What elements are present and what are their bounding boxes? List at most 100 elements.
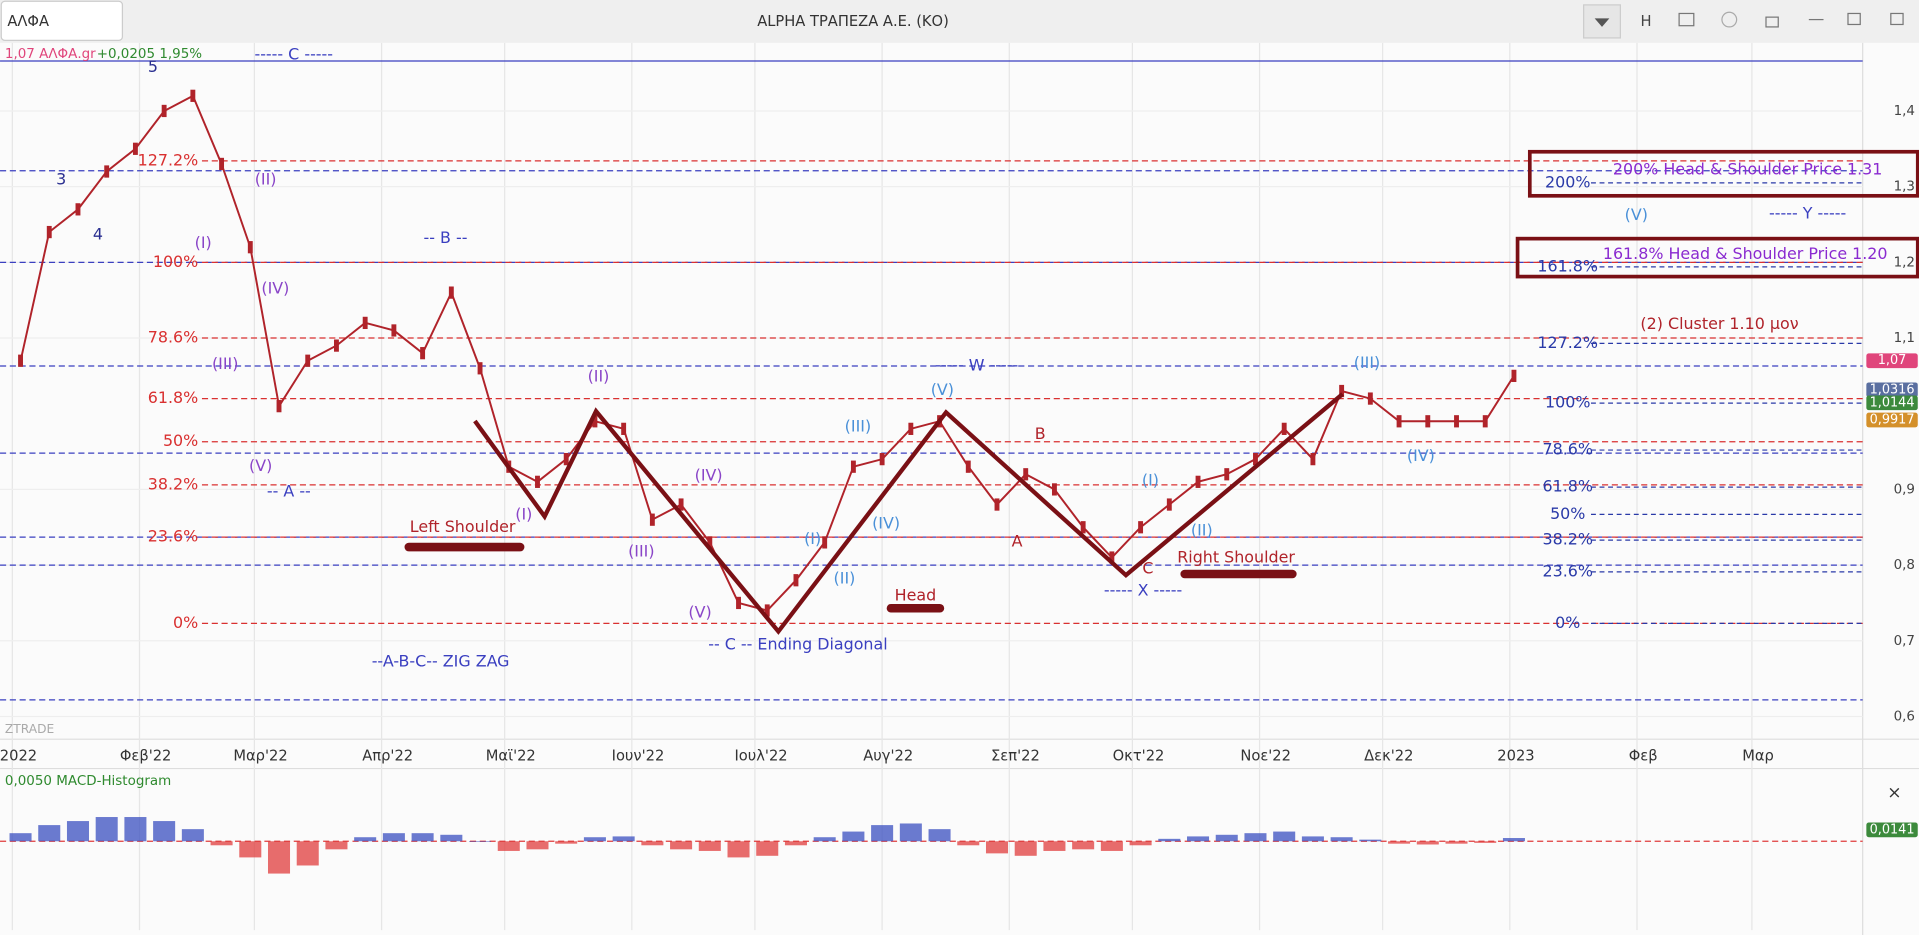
x-tick-label: Δεκ'22 xyxy=(1364,747,1413,764)
price-candle xyxy=(563,453,569,466)
price-candle xyxy=(649,513,655,526)
price-candle xyxy=(1511,369,1517,382)
icon[interactable] xyxy=(1721,11,1738,28)
search-text: ΑΛΦΑ xyxy=(7,13,49,30)
fib-label: 127.2% xyxy=(138,150,199,169)
price-candle xyxy=(161,104,167,118)
price-candle xyxy=(908,422,914,435)
macd-bar xyxy=(1301,836,1324,842)
fib-label: 50% xyxy=(163,431,198,450)
dropdown-arrow xyxy=(1594,18,1610,27)
annotation: (V) xyxy=(249,456,272,475)
price-candle xyxy=(1482,415,1488,428)
macd-bar xyxy=(382,833,405,842)
macd-bar xyxy=(239,841,262,858)
x-tick-label: Ιουλ'22 xyxy=(734,747,787,764)
annotation: (II) xyxy=(255,169,277,188)
price-candle xyxy=(247,241,253,254)
restore[interactable] xyxy=(1890,12,1904,26)
price-candle xyxy=(678,498,684,511)
annotation: B xyxy=(1035,424,1046,443)
price-candle xyxy=(879,453,885,466)
fib-label: 200% xyxy=(1545,172,1590,191)
annotation: 3 xyxy=(56,169,66,188)
macd-bar xyxy=(296,841,319,866)
lock-icon[interactable] xyxy=(1765,16,1779,28)
annotation: (IV) xyxy=(1407,446,1435,465)
price-candle xyxy=(1080,521,1086,534)
x-tick-label: Μαρ'22 xyxy=(233,747,287,764)
annotation: 5 xyxy=(148,57,158,76)
macd-bar xyxy=(756,841,779,856)
price-candle xyxy=(764,604,770,617)
macd-bar xyxy=(612,836,635,842)
y-tick-label: 1,4 xyxy=(1894,104,1915,119)
h-button[interactable]: H xyxy=(1641,13,1652,30)
x-tick-label: Φεβ'22 xyxy=(120,747,172,764)
icon[interactable] xyxy=(1678,12,1695,27)
x-tick-label: Μαϊ'22 xyxy=(486,747,536,764)
macd-bar xyxy=(957,841,980,846)
x-tick-label: 2023 xyxy=(1497,747,1534,764)
x-tick-label: 2022 xyxy=(0,747,37,764)
macd-bar xyxy=(784,841,807,846)
price-candle xyxy=(1396,415,1402,428)
macd-bar xyxy=(38,825,61,842)
watermark: ZTRADE xyxy=(5,722,54,736)
macd-bar xyxy=(641,841,664,846)
y-tick-label: 0,8 xyxy=(1894,558,1915,573)
price-candle xyxy=(1023,468,1029,481)
price-tag xyxy=(1866,353,1918,369)
annotation: (I) xyxy=(515,505,532,524)
price-candle xyxy=(535,475,540,488)
macd-bar xyxy=(497,841,520,851)
price-candle xyxy=(1195,475,1201,488)
price-candle xyxy=(1166,498,1172,511)
macd-bar xyxy=(1273,831,1296,842)
target-box xyxy=(1515,236,1919,279)
macd-bar xyxy=(899,823,922,842)
search-box[interactable] xyxy=(0,0,124,41)
y-tick-label: 0,9 xyxy=(1894,482,1915,497)
fib-label: 50% xyxy=(1550,504,1585,523)
y-tick-label: 1,1 xyxy=(1894,331,1915,346)
macd-title: 0,0050 MACD-Histogram xyxy=(5,774,171,789)
price-candle xyxy=(448,286,454,299)
macd-bar xyxy=(411,833,434,842)
price-candle xyxy=(1310,453,1316,466)
macd-bar xyxy=(1014,841,1037,856)
close-pane[interactable]: × xyxy=(1887,783,1901,803)
macd-bar xyxy=(469,841,492,842)
macd-bar xyxy=(670,841,693,850)
annotation: ----- Y ----- xyxy=(1769,204,1846,223)
macd-bar xyxy=(1359,839,1382,842)
macd-bar xyxy=(1215,834,1238,842)
fib-label: 161.8% xyxy=(1537,256,1598,275)
macd-bar xyxy=(267,841,291,874)
price-candle xyxy=(477,362,483,375)
price-candle xyxy=(391,324,397,337)
restore[interactable] xyxy=(1847,12,1861,26)
annotation: -- C -- Ending Diagonal xyxy=(708,634,887,653)
annotation: (III) xyxy=(845,417,871,436)
price-candle xyxy=(1051,483,1057,496)
price-candle xyxy=(276,400,282,413)
x-tick-label: Ιουν'22 xyxy=(612,747,665,764)
price-candle xyxy=(1138,521,1144,534)
annotation: C xyxy=(1142,559,1153,578)
macd-bar xyxy=(698,841,721,851)
annotation: (II) xyxy=(588,366,610,385)
macd-bar xyxy=(181,829,204,842)
macd-bar xyxy=(1244,833,1267,842)
annotation: 4 xyxy=(93,224,103,243)
price-candle xyxy=(46,225,52,239)
macd-bar xyxy=(1129,841,1152,846)
macd-bar xyxy=(871,825,894,842)
macd-bar xyxy=(1100,841,1123,851)
price-candle xyxy=(75,203,81,216)
annotation: (V) xyxy=(688,603,711,622)
macd-bar xyxy=(1416,841,1439,845)
macd-bar xyxy=(555,841,578,844)
